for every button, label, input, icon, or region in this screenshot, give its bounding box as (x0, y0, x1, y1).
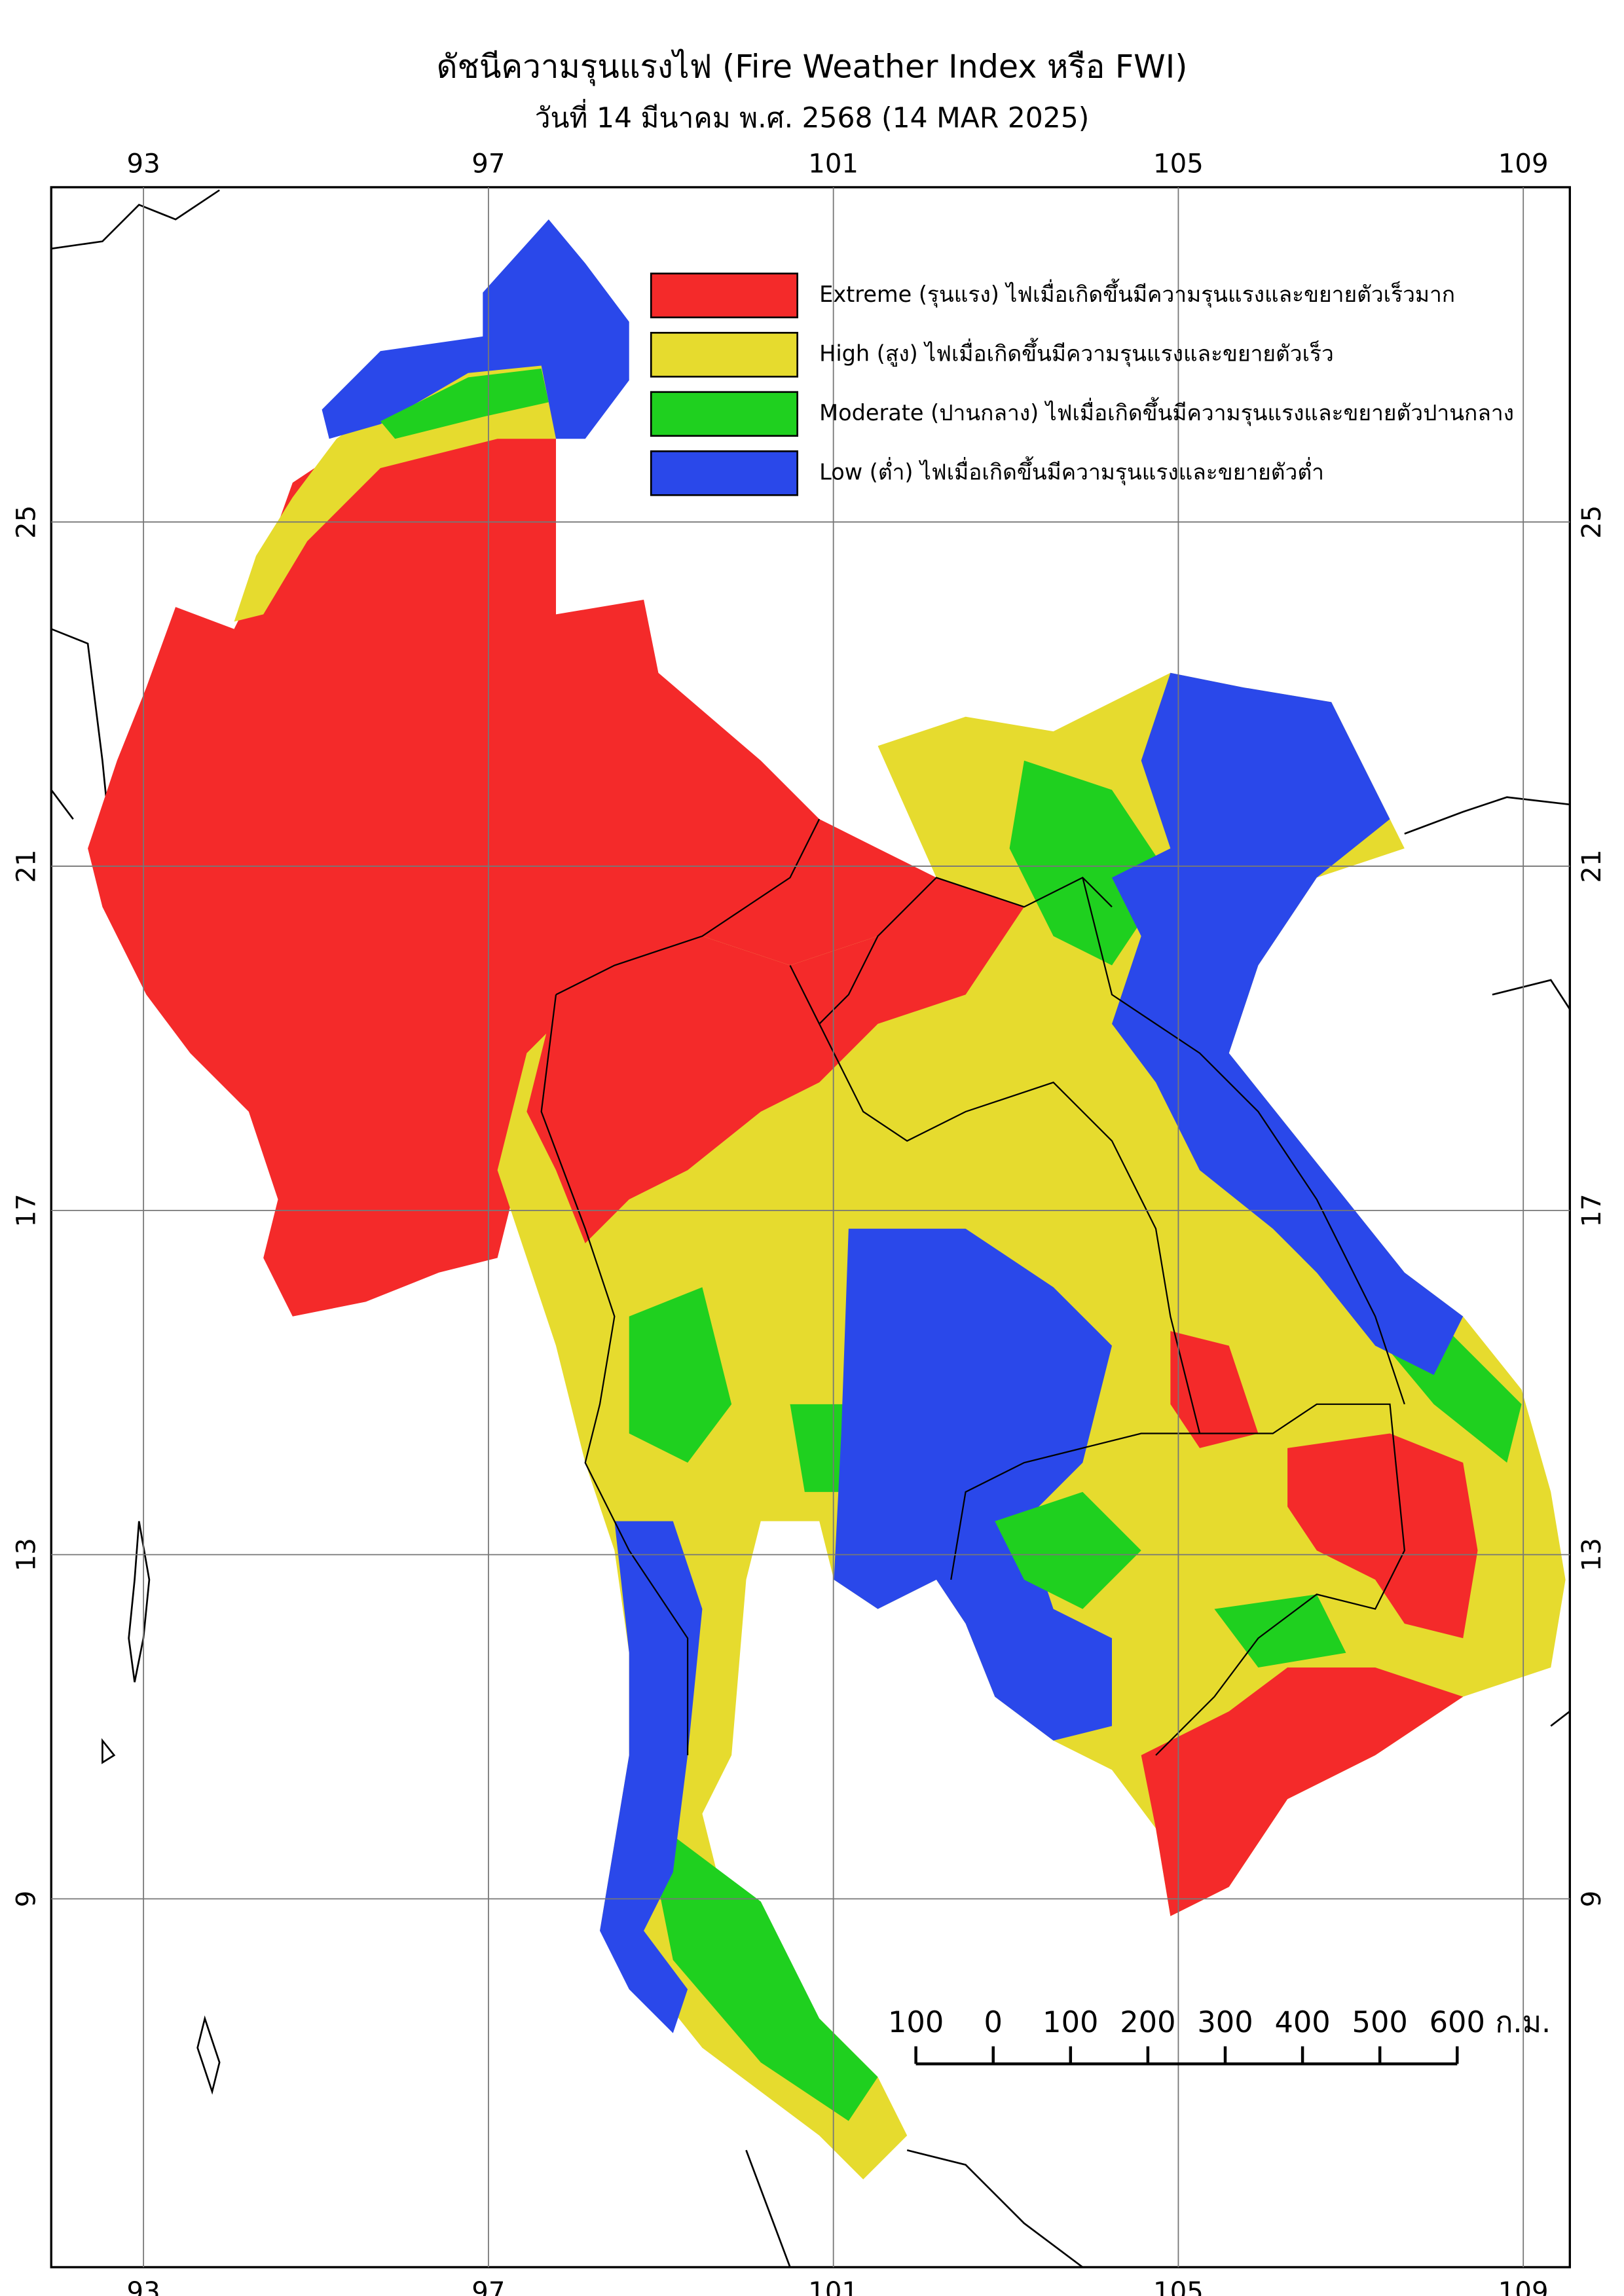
island (101, 1521, 221, 2095)
scale-bar: 100 0 100 200 300 400 500 600 ก.ม. (888, 2005, 1551, 2066)
lon-label-top: 97 (471, 149, 505, 179)
lat-label-left: 21 (11, 849, 41, 883)
scale-bar-label: 0 (984, 2005, 1003, 2039)
legend-label: Extreme (รุนแรง) ไฟเมื่อเกิดขึ้นมีความรุ… (819, 278, 1455, 308)
legend-swatch (650, 450, 798, 496)
lon-label-bottom: 101 (808, 2277, 858, 2296)
lat-label-right: 17 (1577, 1194, 1607, 1227)
map-area (50, 186, 1571, 2269)
low-zone (600, 1521, 703, 2033)
scale-bar-label: 300 (1197, 2005, 1253, 2039)
graticule: 93 93 97 97 101 101 105 105 109 109 25 25 21 21 17 17 13… (11, 149, 1607, 2296)
legend: Extreme (รุนแรง) ไฟเมื่อเกิดขึ้นมีความรุ… (650, 272, 1514, 496)
extreme-zone (88, 380, 936, 1317)
land-layer (51, 189, 1570, 2267)
lon-label-top: 93 (127, 149, 160, 179)
lon-label-top: 105 (1153, 149, 1204, 179)
moderate-zone (995, 1491, 1346, 1667)
lon-label-bottom: 105 (1153, 2277, 1204, 2296)
legend-label: High (สูง) ไฟเมื่อเกิดขึ้นมีความรุนแรงแล… (819, 337, 1334, 367)
scale-bar-label: 400 (1274, 2005, 1330, 2039)
lat-label-right: 21 (1577, 849, 1607, 883)
coastline (51, 189, 1570, 2267)
extreme-zone (526, 877, 1024, 1244)
low-zone (834, 1228, 1113, 1741)
lat-label-left: 13 (11, 1538, 41, 1571)
lat-label-left: 17 (11, 1194, 41, 1227)
lat-label-right: 9 (1577, 1891, 1607, 1908)
lon-label-top: 101 (808, 149, 858, 179)
lon-label-bottom: 97 (471, 2277, 505, 2296)
legend-label: Low (ต่ำ) ไฟเมื่อเกิดขึ้นมีความรุนแรงและ… (819, 456, 1324, 485)
lon-label-top: 109 (1498, 149, 1549, 179)
scale-bar-label: 600 (1430, 2005, 1485, 2039)
lat-label-left: 25 (11, 505, 41, 539)
scale-bar-unit: ก.ม. (1495, 2005, 1551, 2039)
scale-bar-label: 100 (1043, 2005, 1098, 2039)
map-frame (50, 186, 1571, 2269)
lat-label-left: 9 (11, 1891, 41, 1908)
scale-bar-label: 100 (888, 2005, 944, 2039)
map-subtitle: วันที่ 14 มีนาคม พ.ศ. 2568 (14 MAR 2025) (535, 99, 1090, 135)
scale-bar-label: 500 (1352, 2005, 1408, 2039)
legend-swatch (650, 331, 798, 378)
moderate-zone (380, 369, 549, 439)
lat-label-right: 13 (1577, 1538, 1607, 1571)
lon-label-bottom: 109 (1498, 2277, 1549, 2296)
legend-label: Moderate (ปานกลาง) ไฟเมื่อเกิดขึ้นมีความ… (819, 397, 1514, 426)
low-zone (322, 219, 629, 439)
low-zone (1112, 672, 1464, 1376)
map-title: ดัชนีความรุนแรงไฟ (Fire Weather Index หร… (437, 48, 1188, 86)
extreme-zone (1141, 1331, 1478, 1916)
legend-swatch (650, 272, 798, 319)
lat-label-right: 25 (1577, 505, 1607, 539)
country-border (540, 818, 1405, 1756)
moderate-zone (629, 760, 1522, 2121)
lon-label-bottom: 93 (127, 2277, 160, 2296)
legend-swatch (650, 391, 798, 437)
scale-bar-label: 200 (1120, 2005, 1175, 2039)
